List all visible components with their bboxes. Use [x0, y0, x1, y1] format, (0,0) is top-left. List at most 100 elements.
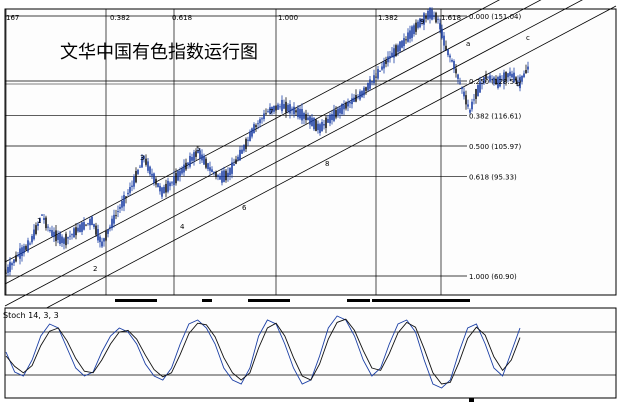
candle-body — [51, 230, 53, 237]
candle-body — [311, 117, 313, 127]
candle-body — [221, 171, 223, 183]
candle-body — [25, 245, 27, 250]
candle-body — [261, 118, 263, 120]
candle-body — [177, 170, 179, 181]
candle-body — [473, 99, 475, 101]
channel-line — [4, 0, 583, 307]
stoch-label: Stoch 14, 3, 3 — [3, 311, 59, 320]
candle-body — [203, 156, 205, 165]
candle-body — [45, 217, 47, 229]
fib-label: 0.000 (151.04) — [469, 13, 521, 21]
candle-body — [87, 223, 89, 225]
candle-body — [167, 180, 169, 192]
wave-label: 7 — [269, 108, 273, 116]
wave-label: c — [526, 34, 530, 42]
candle-body — [145, 158, 147, 165]
candle-body — [155, 178, 157, 185]
fib-level-labels: 0.000 (151.04) 0.250 (128.51) 0.382 (116.6… — [469, 13, 521, 281]
candle-body — [169, 182, 171, 187]
candle-body — [207, 163, 209, 170]
candle-body — [149, 166, 151, 175]
stoch-series — [5, 318, 521, 385]
candle-body — [317, 123, 319, 131]
candle-body — [361, 91, 363, 97]
candle-body — [417, 21, 419, 28]
candle-body — [159, 185, 161, 192]
candle-body — [219, 175, 221, 180]
candle-body — [109, 226, 111, 229]
candle-body — [123, 195, 125, 207]
candle-body — [333, 110, 335, 121]
candle-body — [489, 75, 491, 82]
top-axis-labels: 167 0.382 0.618 1.000 1.382 1.618 — [6, 14, 461, 22]
candle-body — [233, 164, 235, 166]
candle-body — [479, 81, 481, 93]
candle-body — [299, 108, 301, 119]
candle-body — [173, 176, 175, 185]
candle-body — [111, 218, 113, 229]
chart-title: 文华中国有色指数运行图 — [60, 42, 258, 63]
candle-body — [41, 214, 43, 216]
fib-label: 0.250 (128.51) — [469, 78, 521, 86]
candle-body — [49, 229, 51, 232]
candle-body — [325, 117, 327, 129]
candle-body — [225, 170, 227, 181]
candle-body — [493, 77, 495, 84]
candle-body — [379, 70, 381, 72]
candle-body — [53, 231, 55, 238]
candle-body — [179, 170, 181, 176]
candle-body — [153, 173, 155, 184]
candle-body — [185, 162, 187, 170]
candle-body — [391, 52, 393, 58]
candle-body — [61, 236, 63, 244]
candle-body — [373, 75, 375, 84]
candle-body — [507, 73, 509, 78]
candle-body — [205, 158, 207, 168]
candle-body — [187, 162, 189, 165]
candle-body — [129, 187, 131, 193]
candle-body — [147, 161, 149, 171]
candle-body — [127, 192, 129, 195]
candle-body — [485, 74, 487, 80]
candle-body — [395, 45, 397, 57]
candle-body — [273, 105, 275, 112]
wave-label: a — [466, 40, 470, 48]
candle-body — [411, 26, 413, 38]
top-label: 1.382 — [378, 14, 398, 22]
candle-body — [253, 124, 255, 134]
wave-labels: 1 2 3 4 5 6 7 8 9 a b c — [37, 18, 530, 273]
signal-bars — [115, 299, 470, 302]
candle-body — [249, 131, 251, 142]
candle-body — [43, 217, 45, 220]
candle-body — [31, 236, 33, 243]
candle-body — [263, 113, 265, 120]
candle-body — [275, 105, 277, 111]
candle-body — [69, 235, 71, 237]
wave-label: 1 — [37, 217, 41, 225]
wave-label: 4 — [180, 223, 185, 231]
candle-body — [491, 79, 493, 81]
candle-body — [501, 79, 503, 81]
candle-body — [471, 101, 473, 110]
candle-body — [355, 95, 357, 102]
candle-body — [135, 171, 137, 183]
candle-body — [421, 19, 423, 23]
candle-body — [377, 69, 379, 79]
candle-body — [243, 144, 245, 151]
candle-body — [425, 15, 427, 19]
candle-body — [277, 104, 279, 110]
candle-body — [171, 182, 173, 184]
candle-body — [161, 187, 163, 197]
candle-body — [527, 66, 529, 70]
candle-body — [403, 38, 405, 47]
candle-body — [475, 89, 477, 99]
candle-body — [77, 227, 79, 232]
candle-body — [465, 95, 467, 105]
candle-body — [487, 77, 489, 79]
signal-bar — [248, 299, 290, 302]
candle-body — [227, 172, 229, 177]
candle-body — [71, 234, 73, 236]
candle-body — [517, 80, 519, 82]
candle-body — [407, 32, 409, 42]
